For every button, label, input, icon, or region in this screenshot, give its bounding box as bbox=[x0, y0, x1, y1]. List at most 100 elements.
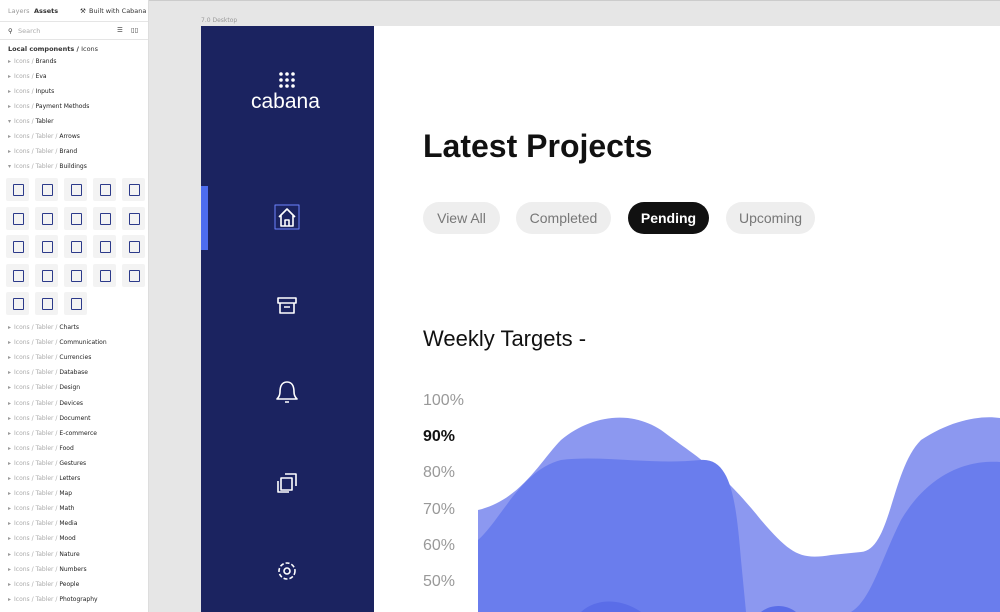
tree-item[interactable]: ▸ Icons / Tabler / Database bbox=[8, 369, 88, 376]
building-icon bbox=[71, 298, 82, 310]
tree-item[interactable]: ▸ Icons / Tabler / Photography bbox=[8, 596, 98, 603]
tree-item[interactable]: ▾ Icons / Tabler / Buildings bbox=[8, 163, 87, 170]
caret[interactable]: ▸ bbox=[8, 88, 12, 95]
tree-item[interactable]: ▸ Icons / Tabler / Devices bbox=[8, 400, 83, 407]
tree-item[interactable]: ▸ Icons / Tabler / Nature bbox=[8, 551, 80, 558]
caret[interactable]: ▸ bbox=[8, 475, 12, 482]
caret[interactable]: ▸ bbox=[8, 505, 12, 513]
tree-item[interactable]: ▸ Icons / Inputs bbox=[8, 88, 54, 95]
search-input[interactable]: Search bbox=[18, 27, 41, 35]
icon-tile[interactable] bbox=[6, 178, 29, 201]
caret[interactable]: ▸ bbox=[8, 414, 12, 422]
caret[interactable]: ▸ bbox=[8, 459, 12, 467]
caret[interactable]: ▸ bbox=[8, 369, 12, 377]
tree-item[interactable]: ▸ Icons / Tabler / Letters bbox=[8, 475, 80, 482]
caret[interactable]: ▸ bbox=[8, 535, 12, 543]
icon-tile[interactable] bbox=[6, 206, 29, 230]
home-icon[interactable] bbox=[278, 208, 296, 227]
icon-tile[interactable] bbox=[122, 235, 145, 258]
archive-icon[interactable] bbox=[277, 297, 297, 314]
icon-tile[interactable] bbox=[64, 235, 87, 258]
tree-item[interactable]: ▸ Icons / Tabler / Gestures bbox=[8, 460, 86, 467]
caret[interactable]: ▸ bbox=[8, 133, 12, 140]
tree-item[interactable]: ▸ Icons / Tabler / Numbers bbox=[8, 566, 87, 573]
tree-item[interactable]: ▸ Icons / Payment Methods bbox=[8, 103, 89, 110]
caret[interactable]: ▸ bbox=[8, 595, 12, 603]
icon-tile[interactable] bbox=[35, 235, 58, 258]
tree-item[interactable]: ▸ Icons / Tabler / Brand bbox=[8, 148, 77, 155]
icon-tile[interactable] bbox=[64, 178, 87, 201]
tree-label: Eva bbox=[35, 73, 47, 80]
caret[interactable]: ▸ bbox=[8, 520, 12, 528]
icon-tile[interactable] bbox=[6, 292, 29, 315]
icon-tile[interactable] bbox=[64, 206, 87, 230]
icon-tile[interactable] bbox=[93, 178, 116, 201]
caret[interactable]: ▸ bbox=[8, 429, 12, 437]
tree-item[interactable]: ▸ Icons / Tabler / E-commerce bbox=[8, 430, 97, 437]
tab[interactable]: Layers bbox=[8, 7, 30, 15]
caret[interactable]: ▾ bbox=[8, 118, 12, 125]
icon-tile[interactable] bbox=[35, 178, 58, 201]
caret[interactable]: ▸ bbox=[8, 565, 12, 573]
icon-tile[interactable] bbox=[122, 263, 145, 287]
caret[interactable]: ▾ bbox=[8, 163, 12, 170]
icon-tile[interactable] bbox=[64, 292, 87, 315]
filter-pill[interactable]: Pending bbox=[628, 202, 709, 234]
icon-tile[interactable] bbox=[93, 263, 116, 287]
icon-tile[interactable] bbox=[122, 206, 145, 230]
caret[interactable]: ▸ bbox=[8, 490, 12, 498]
tree-item[interactable]: ▸ Icons / Tabler / Document bbox=[8, 415, 90, 422]
tree-item[interactable]: ▸ Icons / Eva bbox=[8, 73, 47, 80]
tree-item[interactable]: ▸ Icons / Tabler / Currencies bbox=[8, 354, 91, 361]
caret[interactable]: ▸ bbox=[8, 324, 12, 331]
icon-tile[interactable] bbox=[35, 292, 58, 315]
tree-item[interactable]: ▸ Icons / Tabler / Food bbox=[8, 445, 74, 452]
settings-icon[interactable] bbox=[283, 567, 291, 575]
tree-item[interactable]: ▸ Icons / Tabler / Communication bbox=[8, 339, 107, 346]
icon-tile[interactable] bbox=[35, 263, 58, 287]
tree-item[interactable]: ▸ Icons / Tabler / People bbox=[8, 581, 79, 588]
icon-tile[interactable] bbox=[122, 178, 145, 201]
home-icon-frame[interactable] bbox=[274, 204, 300, 230]
caret[interactable]: ▸ bbox=[8, 384, 12, 392]
tree-item[interactable]: ▸ Icons / Brands bbox=[8, 58, 57, 65]
book-icon[interactable]: ▯▯ bbox=[131, 26, 139, 34]
tree-item[interactable]: ▸ Icons / Tabler / Charts bbox=[8, 324, 79, 331]
bell-icon[interactable] bbox=[276, 381, 298, 403]
icon-tile[interactable] bbox=[93, 235, 116, 258]
tree-item[interactable]: ▸ Icons / Tabler / Media bbox=[8, 520, 77, 527]
tree-item[interactable]: ▸ Icons / Tabler / Mood bbox=[8, 535, 76, 542]
caret[interactable]: ▸ bbox=[8, 444, 12, 452]
list-view-icon[interactable]: ☰ bbox=[117, 26, 123, 34]
caret[interactable]: ▸ bbox=[8, 550, 12, 558]
caret[interactable]: ▸ bbox=[8, 580, 12, 588]
icon-tile[interactable] bbox=[93, 206, 116, 230]
tree-item[interactable]: ▾ Icons / Tabler bbox=[8, 118, 54, 125]
files-icon[interactable] bbox=[277, 473, 297, 493]
building-icon bbox=[129, 241, 140, 253]
caret[interactable]: ▸ bbox=[8, 103, 12, 110]
frame-label[interactable]: 7.0 Desktop bbox=[201, 17, 238, 24]
icon-tile[interactable] bbox=[6, 235, 29, 258]
caret[interactable]: ▸ bbox=[8, 354, 12, 362]
settings-icon-ring[interactable] bbox=[278, 562, 296, 580]
tree-item[interactable]: ▸ Icons / Tabler / Design bbox=[8, 384, 80, 391]
icon-tile[interactable] bbox=[6, 263, 29, 287]
breadcrumb-root[interactable]: Local components / bbox=[8, 45, 79, 53]
caret[interactable]: ▸ bbox=[8, 148, 12, 155]
tree-item[interactable]: ▸ Icons / Tabler / Math bbox=[8, 505, 74, 512]
tree-item[interactable]: ▸ Icons / Tabler / Arrows bbox=[8, 133, 80, 140]
caret[interactable]: ▸ bbox=[8, 339, 12, 347]
caret[interactable]: ▸ bbox=[8, 399, 12, 407]
filter-pill[interactable]: Completed bbox=[516, 202, 611, 234]
caret[interactable]: ▸ bbox=[8, 73, 12, 80]
filter-pill[interactable]: Upcoming bbox=[726, 202, 815, 234]
library-button[interactable]: Built with Cabana bbox=[89, 7, 147, 15]
icon-tile[interactable] bbox=[64, 263, 87, 287]
filter-pill[interactable]: View All bbox=[423, 202, 500, 234]
icon-tile[interactable] bbox=[35, 206, 58, 230]
tree-item[interactable]: ▸ Icons / Tabler / Map bbox=[8, 490, 72, 497]
tab[interactable]: Assets bbox=[34, 7, 59, 15]
caret[interactable]: ▸ bbox=[8, 58, 12, 65]
